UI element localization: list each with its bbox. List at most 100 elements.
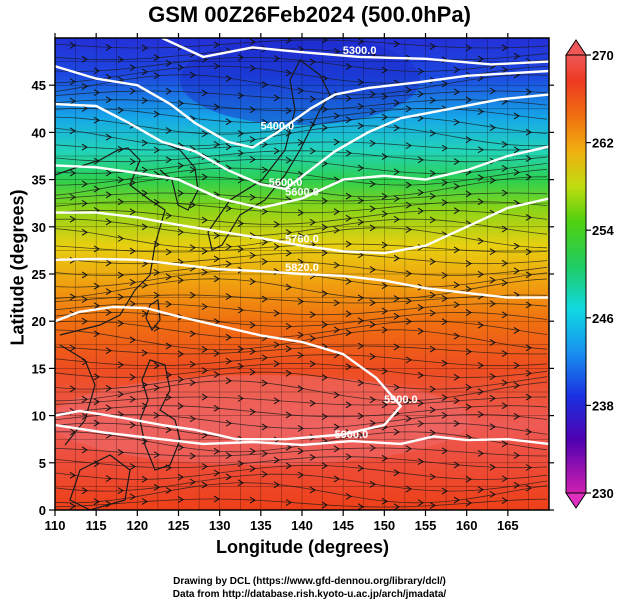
wind-arrow <box>249 106 256 114</box>
streamline <box>55 150 548 163</box>
wind-arrow <box>81 271 88 279</box>
colorbar-tick-label: 230 <box>592 486 614 501</box>
wind-arrow <box>489 423 496 431</box>
wind-arrow <box>297 258 304 266</box>
wind-arrow <box>261 450 268 458</box>
wind-arrow <box>285 229 292 236</box>
contour-line <box>55 65 549 149</box>
wind-arrow <box>345 492 352 500</box>
coastline-philippines <box>139 359 181 471</box>
wind-arrow <box>213 495 220 503</box>
wind-arrow <box>429 42 436 50</box>
wind-arrow <box>393 428 400 436</box>
wind-arrow <box>129 395 136 403</box>
wind-arrow <box>129 64 136 72</box>
wind-arrow <box>249 321 256 329</box>
wind-arrow <box>357 503 364 510</box>
wind-arrow <box>177 443 184 451</box>
wind-arrow <box>93 398 100 406</box>
streamline <box>55 278 548 300</box>
contour-label: 5900.0 <box>335 429 369 441</box>
x-tick-label: 145 <box>332 518 354 533</box>
wind-arrow <box>141 139 148 147</box>
wind-arrow <box>141 166 148 174</box>
wind-arrow <box>357 164 364 172</box>
wind-arrow <box>225 419 232 427</box>
y-tick-label: 40 <box>32 125 46 140</box>
wind-arrow <box>405 445 412 453</box>
wind-arrow <box>321 249 328 257</box>
wind-arrow <box>69 193 76 201</box>
wind-arrow <box>357 294 364 302</box>
wind-arrow <box>381 367 388 375</box>
wind-arrow <box>405 270 412 277</box>
streamline <box>55 464 548 480</box>
wind-arrow <box>309 311 316 319</box>
wind-arrow <box>237 362 244 370</box>
coastlines <box>55 59 331 510</box>
wind-arrow <box>117 448 124 456</box>
wind-arrow <box>81 296 88 303</box>
wind-arrow <box>513 413 520 420</box>
wind-arrow <box>201 393 208 401</box>
wind-arrow <box>441 179 448 187</box>
wind-arrow <box>129 421 136 429</box>
wind-arrow <box>105 133 112 141</box>
wind-arrow <box>117 361 124 369</box>
wind-arrow <box>201 346 208 353</box>
wind-arrow <box>381 326 388 334</box>
wind-arrow <box>189 478 196 486</box>
streamline <box>55 260 548 276</box>
wind-arrow <box>513 168 520 176</box>
wind-arrow <box>165 87 172 95</box>
wind-arrow <box>201 173 208 181</box>
wind-arrow <box>153 362 160 370</box>
wind-arrow <box>465 285 472 293</box>
wind-arrow <box>441 271 448 279</box>
wind-arrow <box>297 447 304 455</box>
wind-arrow <box>297 139 304 146</box>
wind-arrow <box>189 452 196 460</box>
streamline <box>55 141 548 151</box>
wind-arrow <box>177 376 184 383</box>
wind-arrow <box>489 373 496 380</box>
wind-arrow <box>141 402 148 410</box>
wind-arrow <box>273 397 280 405</box>
wind-arrow <box>417 327 424 335</box>
wind-arrow <box>369 419 376 427</box>
wind-arrow <box>237 130 244 137</box>
wind-arrow <box>429 291 436 299</box>
streamline <box>55 227 548 249</box>
wind-arrow <box>429 258 436 265</box>
wind-arrow <box>357 379 364 387</box>
wind-arrow <box>309 58 316 66</box>
wind-arrow <box>405 142 412 150</box>
streamline <box>55 396 547 406</box>
wind-arrow <box>177 473 184 481</box>
wind-arrow <box>465 96 472 104</box>
wind-arrow <box>285 249 292 257</box>
streamline <box>55 48 548 61</box>
wind-arrow <box>165 248 172 256</box>
streamline <box>55 176 548 198</box>
wind-arrow <box>345 95 352 102</box>
wind-arrow <box>93 245 100 253</box>
wind-arrow <box>441 295 448 302</box>
wind-arrow <box>249 465 256 473</box>
wind-arrow <box>489 276 496 284</box>
wind-arrow <box>225 143 232 151</box>
wind-arrow <box>489 490 496 498</box>
wind-arrow <box>273 481 280 489</box>
wind-arrow <box>297 331 304 339</box>
wind-arrow <box>381 282 388 290</box>
wind-arrow <box>357 102 364 110</box>
wind-arrow <box>213 103 220 111</box>
streamline <box>55 413 548 429</box>
wind-arrow <box>405 201 412 209</box>
wind-arrow <box>165 212 172 220</box>
wind-arrow <box>105 347 112 355</box>
wind-arrow <box>297 385 304 393</box>
wind-arrow <box>69 385 76 393</box>
wind-arrow <box>297 471 304 479</box>
colorbar-ticks: 230 238 246 254 262 270 <box>586 48 614 501</box>
